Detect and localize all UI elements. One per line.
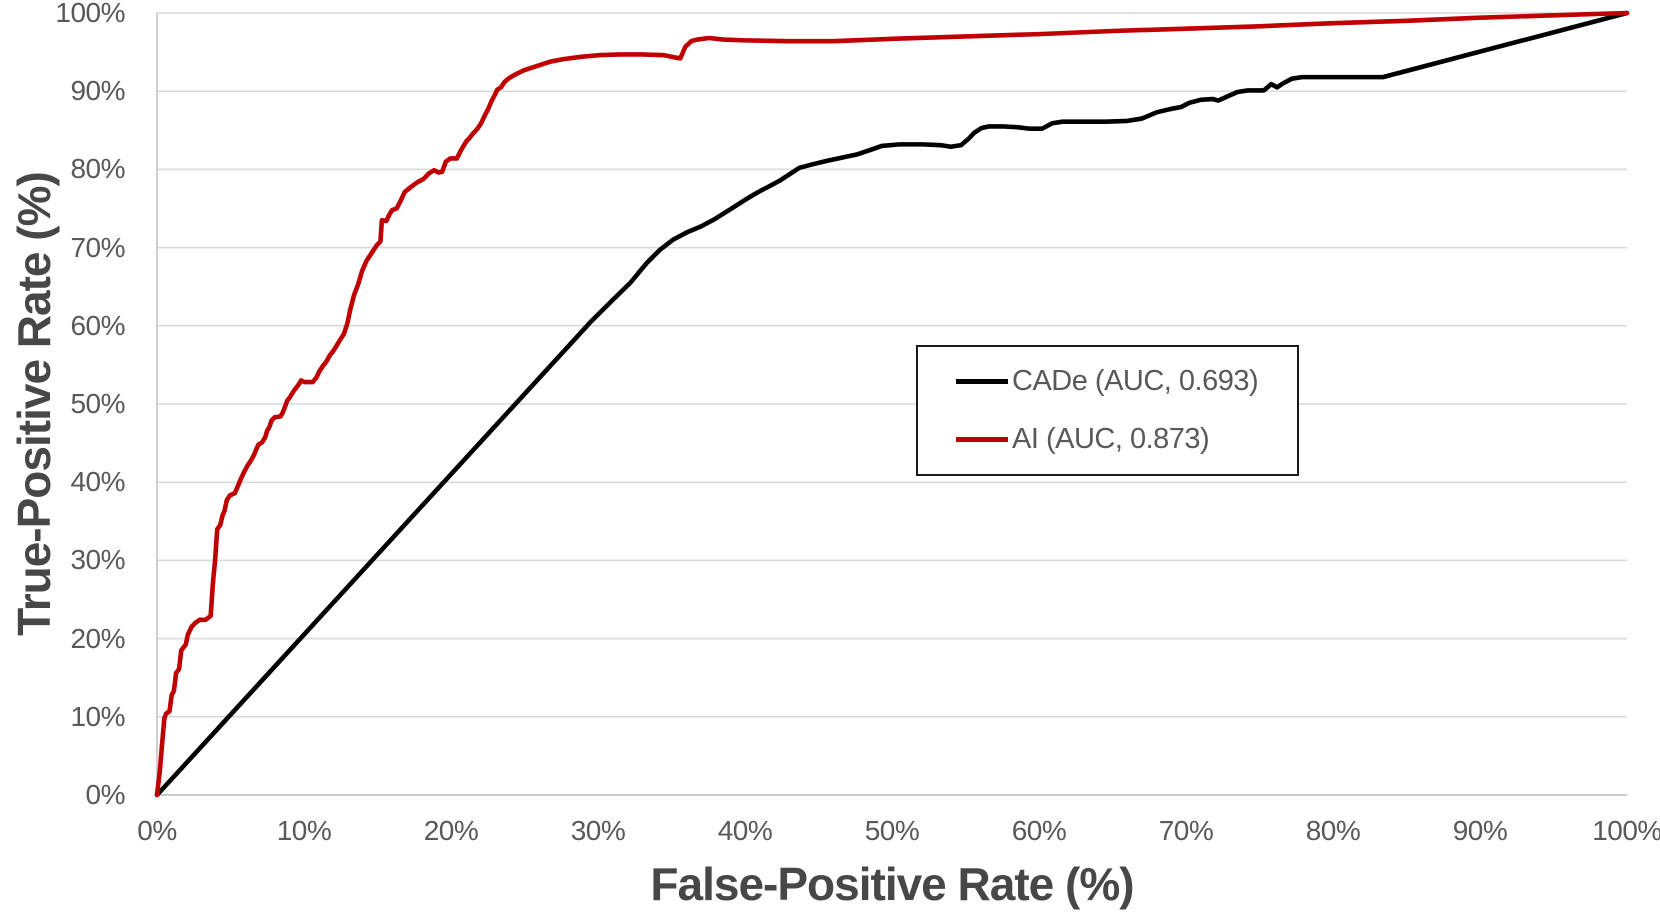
cade-roc-curve: [157, 13, 1627, 795]
x-tick-label-80%: 80%: [1305, 815, 1361, 846]
ai-line-swatch: [956, 436, 1008, 442]
x-tick-label-20%: 20%: [423, 815, 479, 846]
x-axis-tick-labels: 0% 10% 20% 30% 40% 50% 60% 70% 80% 90% 100%: [137, 815, 1660, 851]
x-tick-label-70%: 70%: [1158, 815, 1214, 846]
y-tick-label-80%: 80%: [70, 153, 125, 185]
y-tick-label-70%: 70%: [70, 231, 125, 263]
legend-label-cade: CADe (AUC, 0.693): [1012, 365, 1259, 398]
x-tick-label-0%: 0%: [137, 815, 177, 846]
y-tick-label-40%: 40%: [70, 466, 125, 498]
x-tick-label-90%: 90%: [1452, 815, 1508, 846]
y-tick-label-20%: 20%: [70, 622, 125, 654]
y-tick-label-100%: 100%: [55, 0, 125, 28]
cade-line-swatch: [956, 379, 1008, 385]
x-tick-label-60%: 60%: [1011, 815, 1067, 846]
x-tick-label-100%: 100%: [1592, 815, 1660, 846]
legend-label-ai: AI (AUC, 0.873): [1012, 422, 1210, 455]
y-tick-label-0%: 0%: [85, 779, 126, 810]
x-tick-label-50%: 50%: [864, 815, 920, 846]
legend-box: CADe (AUC, 0.693) AI (AUC, 0.873): [916, 345, 1299, 476]
y-tick-label-50%: 50%: [70, 388, 125, 419]
y-axis-tick-labels: 0% 10% 20% 30% 40% 50% 60% 70% 80% 90% 100%: [0, 0, 141, 809]
plot-area: [157, 13, 1627, 795]
legend-item-ai: AI (AUC, 0.873): [956, 422, 1297, 455]
y-tick-label-30%: 30%: [70, 544, 125, 576]
y-tick-label-10%: 10%: [70, 700, 125, 732]
ai-roc-curve: [157, 13, 1627, 795]
x-tick-label-40%: 40%: [717, 815, 773, 846]
y-tick-label-60%: 60%: [70, 309, 125, 341]
legend-item-cade: CADe (AUC, 0.693): [956, 367, 1297, 396]
y-tick-label-90%: 90%: [70, 75, 125, 107]
x-axis-title: False-Positive Rate (%): [650, 858, 1134, 910]
x-tick-label-10%: 10%: [276, 815, 332, 846]
x-tick-label-30%: 30%: [570, 815, 626, 846]
